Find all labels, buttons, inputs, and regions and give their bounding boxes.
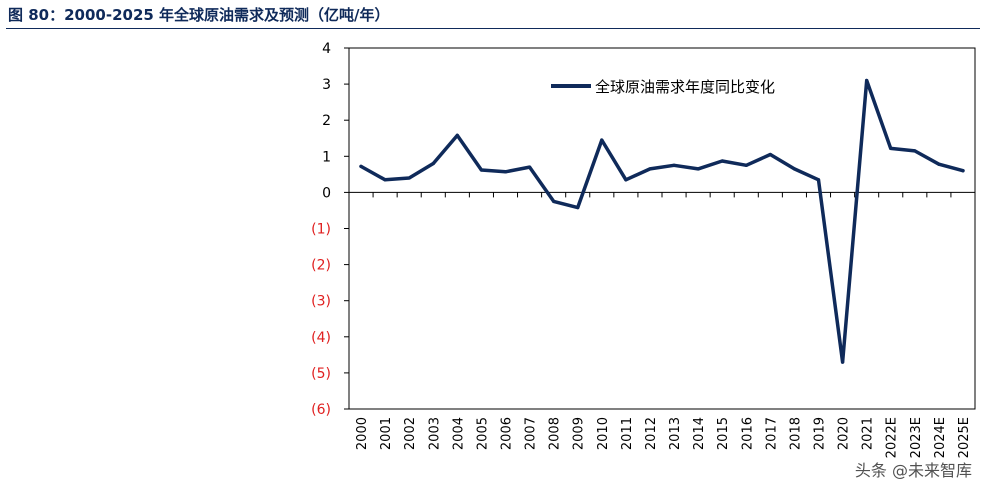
x-tick-label: 2007 <box>524 417 539 450</box>
x-tick-label: 2001 <box>379 417 394 450</box>
data-point <box>455 133 459 137</box>
watermark-text: 头条 @未来智库 <box>854 461 972 480</box>
y-tick-label: (6) <box>311 402 331 418</box>
chart-axes <box>348 47 976 410</box>
x-tick-label: 2018 <box>788 417 803 450</box>
series-line <box>359 78 965 364</box>
x-tick-label: 2022E <box>885 417 900 458</box>
y-tick-label: 0 <box>322 185 331 201</box>
data-point <box>937 162 941 166</box>
x-tick-label: 2010 <box>596 417 611 450</box>
data-point <box>840 360 845 364</box>
data-point <box>913 149 917 153</box>
x-tick-label: 2015 <box>716 417 731 450</box>
x-tick-label: 2008 <box>548 417 563 450</box>
data-point <box>648 167 652 171</box>
data-point <box>696 167 700 171</box>
x-tick-label: 2025E <box>957 417 972 458</box>
y-tick-label: (5) <box>311 366 331 382</box>
y-tick-label: (2) <box>311 258 331 274</box>
data-point <box>720 159 724 163</box>
x-tick-label: 2011 <box>620 417 635 450</box>
y-tick-label: 2 <box>322 113 331 129</box>
y-tick-label: 1 <box>322 149 331 165</box>
x-tick-label: 2020 <box>837 417 852 450</box>
data-point <box>792 167 797 171</box>
data-point <box>383 178 387 182</box>
x-tick-label: 2000 <box>355 417 370 450</box>
x-tick-label: 2021 <box>861 417 876 450</box>
x-tick-label: 2006 <box>500 417 515 450</box>
data-point <box>889 146 893 150</box>
series-layer <box>359 78 965 364</box>
x-tick-label: 2016 <box>740 417 755 450</box>
data-point <box>527 165 532 169</box>
x-tick-label: 2009 <box>572 417 587 450</box>
data-point <box>431 161 435 166</box>
plot-frame <box>348 47 976 410</box>
x-tick-label: 2013 <box>668 417 683 450</box>
legend-label: 全球原油需求年度同比变化 <box>595 78 775 96</box>
title-divider <box>6 28 980 29</box>
data-point <box>816 178 821 182</box>
data-point <box>407 176 411 180</box>
y-tick-label: (4) <box>311 330 331 346</box>
chart-title: 图 80：2000-2025 年全球原油需求及预测（亿吨/年） <box>8 6 390 24</box>
x-tick-label: 2002 <box>403 417 418 450</box>
y-tick-label: (1) <box>311 222 331 238</box>
data-point <box>552 199 556 204</box>
x-tick-label: 2023E <box>909 417 924 458</box>
data-point <box>479 168 484 172</box>
data-point <box>576 205 580 210</box>
data-point <box>624 178 628 182</box>
y-axis-ticks: 4 3 2 1 0 (1) (2) (3) (4) (5) (6) <box>311 41 349 418</box>
x-tick-label: 2005 <box>475 417 490 450</box>
x-tick-label: 2019 <box>813 417 828 450</box>
x-tick-label: 2004 <box>451 417 466 450</box>
data-point <box>672 163 676 167</box>
x-tick-label: 2024E <box>933 417 948 458</box>
data-point <box>961 169 965 173</box>
x-axis-ticks: 2000 2001 2002 2003 2004 2005 2006 2007 2008 2009… <box>348 192 976 458</box>
x-tick-label: 2012 <box>644 417 659 450</box>
y-tick-label: (3) <box>311 294 331 310</box>
data-point <box>744 163 748 167</box>
x-tick-label: 2017 <box>764 417 779 450</box>
data-point <box>503 170 508 174</box>
data-point <box>768 152 772 157</box>
data-point <box>359 164 363 169</box>
x-tick-label: 2014 <box>692 417 707 450</box>
data-point <box>600 138 604 142</box>
y-tick-label: 3 <box>322 77 331 93</box>
legend: 全球原油需求年度同比变化 <box>551 78 775 96</box>
y-tick-label: 4 <box>322 41 331 57</box>
x-tick-label: 2003 <box>427 417 442 450</box>
data-point <box>865 78 869 83</box>
